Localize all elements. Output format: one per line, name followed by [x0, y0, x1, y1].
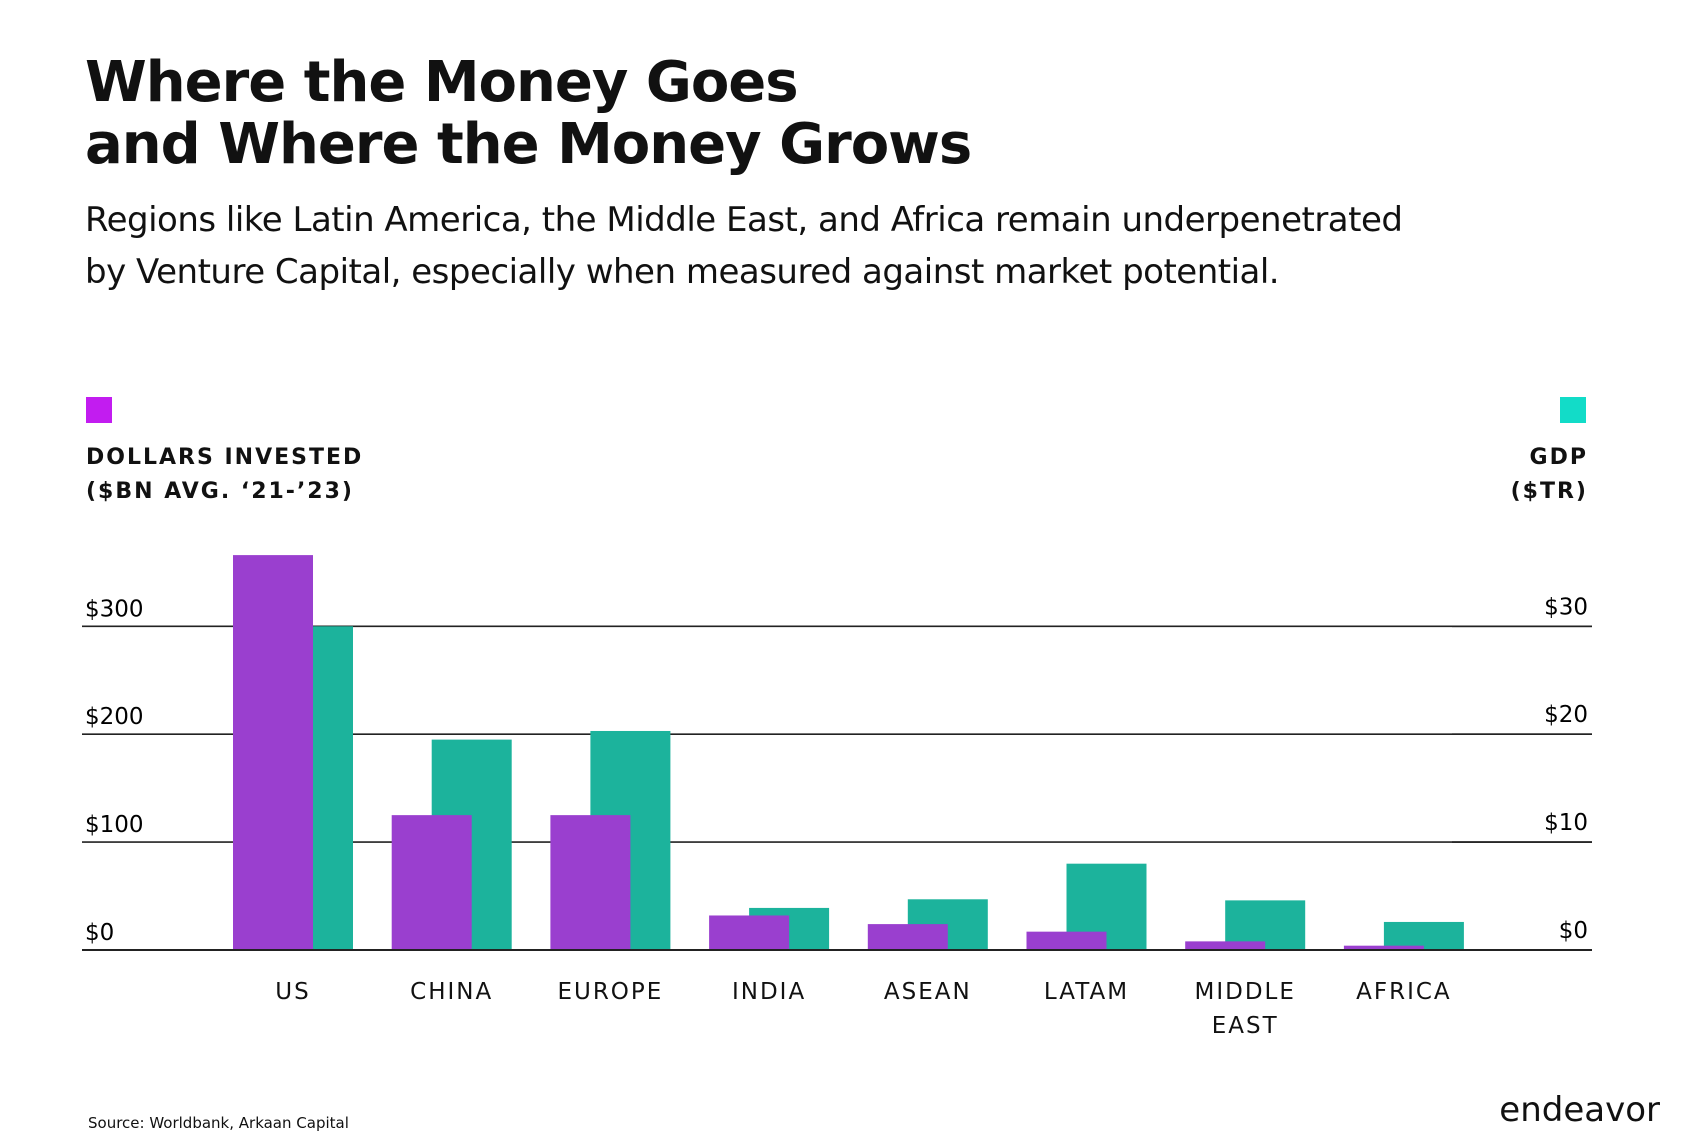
x-tick-label: AFRICA	[1356, 979, 1452, 1005]
legend-swatch	[1560, 397, 1586, 423]
x-tick-label: US	[275, 979, 311, 1005]
x-tick-label: CHINA	[410, 979, 494, 1005]
y2-tick-label: $30	[1544, 594, 1588, 620]
y-tick-label: $300	[85, 596, 144, 622]
brand-logo: endeavor	[1499, 1090, 1660, 1130]
y-axis-label: ($BN AVG. ‘21-’23)	[86, 479, 354, 504]
x-tick-label: EUROPE	[557, 979, 664, 1005]
x-tick-label: MIDDLE EAST	[1194, 979, 1296, 1039]
bar	[867, 924, 948, 950]
source: Source: Worldbank, Arkaan Capital	[88, 1114, 349, 1132]
bar	[709, 915, 790, 950]
bar	[1343, 945, 1424, 950]
y2-tick-label: $20	[1544, 702, 1588, 728]
y2-tick-label: $10	[1544, 810, 1588, 836]
bar	[1026, 931, 1107, 950]
subtitle-line: by Venture Capital, especially when meas…	[85, 252, 1280, 292]
legend-label: DOLLARS INVESTED	[86, 445, 364, 470]
bar	[550, 815, 631, 950]
x-tick-label: LATAM	[1043, 979, 1130, 1005]
x-tick-label: INDIA	[731, 979, 807, 1005]
bar	[233, 555, 313, 950]
bar	[1185, 941, 1266, 950]
y-tick-label: $200	[85, 704, 144, 730]
legend-label: GDP	[1529, 445, 1588, 470]
title-line: and Where the Money Grows	[85, 112, 972, 177]
y2-axis-label: ($TR)	[1510, 479, 1588, 504]
y-tick-label: $0	[85, 920, 114, 946]
bar	[1383, 921, 1464, 950]
title-line: Where the Money Goes	[85, 50, 799, 115]
x-tick-label: ASEAN	[883, 979, 972, 1005]
bar	[391, 815, 472, 950]
y2-tick-label: $0	[1559, 918, 1588, 944]
legend-swatch	[86, 397, 112, 423]
y-tick-label: $100	[85, 812, 144, 838]
subtitle-line: Regions like Latin America, the Middle E…	[85, 200, 1403, 240]
